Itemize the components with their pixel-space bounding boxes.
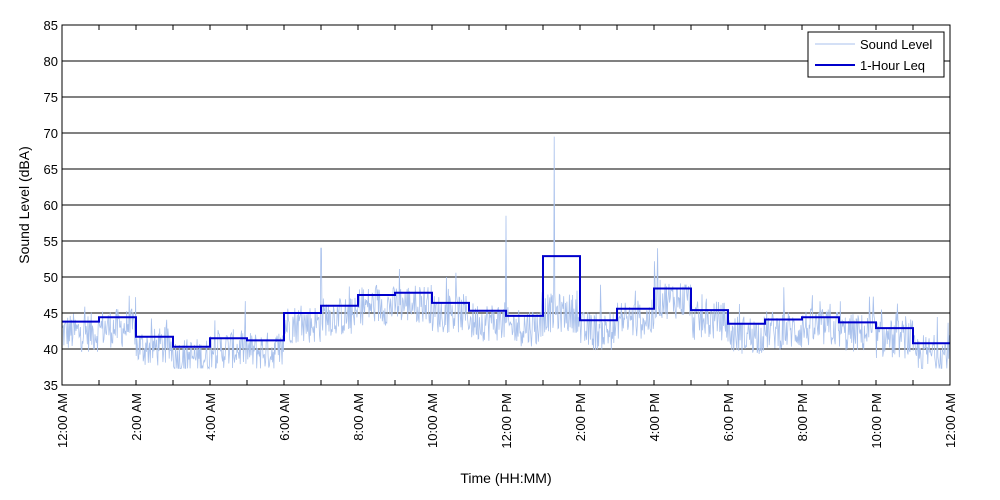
x-tick-label: 2:00 AM — [129, 393, 144, 441]
y-tick-label: 75 — [44, 90, 58, 105]
y-tick-label: 35 — [44, 378, 58, 393]
y-axis: 35 40 45 50 55 60 65 70 75 80 85 — [44, 18, 67, 393]
x-tick-label: 2:00 PM — [573, 393, 588, 441]
legend-box — [807, 31, 945, 78]
y-tick-label: 80 — [44, 54, 58, 69]
legend: Sound Level 1-Hour Leq — [807, 31, 945, 78]
leq-series — [62, 255, 950, 348]
x-tick-label: 6:00 AM — [277, 393, 292, 441]
x-tick-label: 12:00 AM — [55, 393, 70, 448]
x-tick-label: 12:00 AM — [943, 393, 958, 448]
y-axis-title: Sound Level (dBA) — [16, 146, 32, 264]
y-tick-label: 40 — [44, 342, 58, 357]
y-tick-label: 50 — [44, 270, 58, 285]
legend-label-leq: 1-Hour Leq — [860, 58, 925, 73]
y-tick-label: 65 — [44, 162, 58, 177]
x-tick-label: 8:00 AM — [351, 393, 366, 441]
y-tick-label: 70 — [44, 126, 58, 141]
y-tick-label: 45 — [44, 306, 58, 321]
x-tick-label: 8:00 PM — [795, 393, 810, 441]
x-tick-label: 12:00 PM — [499, 393, 514, 449]
y-tick-label: 85 — [44, 18, 58, 33]
legend-label-sound-level: Sound Level — [860, 37, 932, 52]
y-tick-label: 60 — [44, 198, 58, 213]
x-axis: 12:00 AM 2:00 AM 4:00 AM 6:00 AM 8:00 AM 10:0… — [55, 25, 958, 449]
x-tick-label: 4:00 AM — [203, 393, 218, 441]
y-tick-label: 55 — [44, 234, 58, 249]
x-tick-label: 6:00 PM — [721, 393, 736, 441]
x-tick-label: 10:00 PM — [869, 393, 884, 449]
x-axis-title: Time (HH:MM) — [460, 470, 551, 486]
x-tick-label: 4:00 PM — [647, 393, 662, 441]
sound-level-series — [61, 136, 951, 370]
x-tick-label: 10:00 AM — [425, 393, 440, 448]
